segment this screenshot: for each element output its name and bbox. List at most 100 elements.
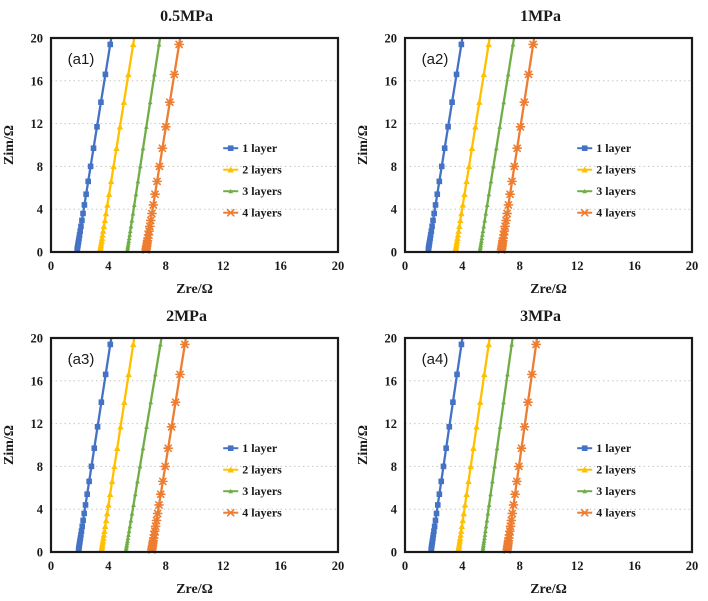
legend-label: 4 layers bbox=[242, 506, 282, 520]
panel-label: (a4) bbox=[422, 351, 449, 368]
plot-frame bbox=[403, 336, 694, 554]
marker-triangle bbox=[463, 178, 470, 185]
x-tick-label: 4 bbox=[459, 259, 466, 273]
marker-x bbox=[527, 370, 537, 379]
marker-triangle bbox=[129, 218, 135, 223]
y-tick-label: 0 bbox=[391, 546, 397, 560]
marker-square bbox=[458, 341, 465, 348]
marker-triangle bbox=[101, 523, 109, 530]
marker-x bbox=[148, 201, 159, 209]
x-tick-label: 16 bbox=[274, 259, 287, 273]
marker-square bbox=[79, 217, 85, 224]
legend: 1 layer 2 layers 3 layers 4 layers bbox=[577, 441, 636, 520]
marker-triangle bbox=[125, 71, 132, 78]
y-tick-label: 20 bbox=[31, 332, 44, 346]
series-4-layers bbox=[502, 337, 541, 554]
series-3-layers bbox=[480, 337, 515, 553]
marker-triangle bbox=[490, 479, 495, 484]
marker-triangle bbox=[125, 535, 131, 541]
x-tick-label: 8 bbox=[163, 559, 169, 573]
y-tick-label: 4 bbox=[37, 203, 44, 217]
marker-triangle bbox=[501, 99, 507, 105]
marker-triangle bbox=[131, 202, 137, 207]
marker-triangle bbox=[482, 532, 488, 537]
y-tick-label: 16 bbox=[31, 74, 44, 88]
marker-triangle bbox=[483, 211, 489, 216]
marker-square bbox=[227, 145, 234, 152]
marker-square bbox=[78, 528, 85, 534]
x-tick-label: 0 bbox=[48, 259, 54, 273]
marker-x bbox=[516, 444, 527, 453]
marker-x bbox=[147, 209, 157, 218]
marker-square bbox=[77, 228, 83, 234]
x-tick-label: 16 bbox=[274, 559, 287, 573]
marker-square bbox=[82, 502, 89, 508]
marker-square bbox=[427, 235, 433, 241]
legend-entry-4-layers: 4 layers bbox=[577, 206, 636, 220]
panel-label: (a1) bbox=[68, 51, 95, 68]
plot-frame bbox=[403, 36, 694, 254]
legend-entry-2-layers: 2 layers bbox=[223, 163, 282, 177]
marker-square bbox=[107, 341, 114, 348]
marker-triangle bbox=[127, 232, 133, 237]
marker-triangle bbox=[510, 42, 516, 47]
marker-triangle bbox=[492, 464, 497, 469]
marker-triangle bbox=[111, 463, 118, 470]
marker-square bbox=[98, 399, 105, 405]
plot-frame bbox=[49, 36, 340, 254]
legend-entry-1-layer: 1 layer bbox=[223, 441, 278, 455]
marker-x bbox=[160, 122, 171, 131]
series-1-layer bbox=[74, 37, 114, 253]
marker-triangle bbox=[481, 223, 487, 229]
marker-triangle bbox=[130, 341, 137, 348]
legend-label: 4 layers bbox=[242, 206, 282, 220]
marker-triangle bbox=[463, 491, 470, 497]
marker-square bbox=[107, 41, 114, 48]
marker-triangle bbox=[468, 144, 476, 151]
legend-entry-2-layers: 2 layers bbox=[577, 163, 636, 177]
marker-square bbox=[80, 517, 86, 524]
marker-triangle bbox=[148, 399, 154, 405]
chart-svg: 3MPa (a4) 0 4 8 12 16 20 0 4 8 12 16 20 Zre/Ω Zim/Ω 1 la… bbox=[356, 308, 698, 597]
marker-triangle bbox=[465, 163, 473, 170]
marker-x bbox=[170, 398, 181, 407]
marker-triangle bbox=[105, 191, 113, 197]
marker-x bbox=[160, 462, 171, 471]
marker-triangle bbox=[482, 535, 487, 541]
marker-triangle bbox=[116, 123, 124, 130]
x-tick-label: 12 bbox=[217, 559, 230, 573]
marker-x bbox=[179, 340, 190, 349]
marker-triangle bbox=[465, 478, 472, 485]
marker-square bbox=[581, 145, 588, 152]
y-tick-label: 20 bbox=[385, 332, 398, 346]
y-tick-label: 12 bbox=[31, 117, 44, 131]
series-2-layers bbox=[452, 37, 492, 253]
marker-triangle bbox=[497, 424, 503, 429]
marker-triangle bbox=[505, 372, 510, 377]
marker-triangle bbox=[483, 528, 488, 534]
marker-x bbox=[157, 144, 168, 153]
marker-triangle bbox=[228, 488, 234, 494]
marker-x bbox=[154, 501, 164, 509]
marker-x bbox=[157, 477, 168, 486]
marker-triangle bbox=[98, 234, 106, 241]
marker-x bbox=[163, 444, 174, 453]
marker-square bbox=[91, 445, 98, 452]
y-tick-label: 12 bbox=[385, 417, 398, 431]
marker-x bbox=[502, 209, 512, 218]
marker-triangle bbox=[480, 228, 486, 234]
legend-entry-2-layers: 2 layers bbox=[223, 463, 282, 477]
marker-x bbox=[166, 422, 177, 431]
marker-square bbox=[430, 535, 436, 541]
legend-label: 3 layers bbox=[596, 484, 636, 498]
marker-triangle bbox=[137, 164, 143, 169]
marker-triangle bbox=[483, 523, 489, 529]
marker-square bbox=[431, 528, 437, 534]
marker-triangle bbox=[135, 479, 140, 484]
marker-triangle bbox=[102, 517, 110, 524]
chart-panel-a3: 2MPa (a3) 0 4 8 12 16 20 0 4 8 12 16 20 Zre/Ω Zim/Ω 1 la… bbox=[0, 300, 354, 601]
marker-square bbox=[86, 478, 92, 485]
marker-square bbox=[78, 223, 84, 230]
marker-square bbox=[81, 202, 88, 208]
